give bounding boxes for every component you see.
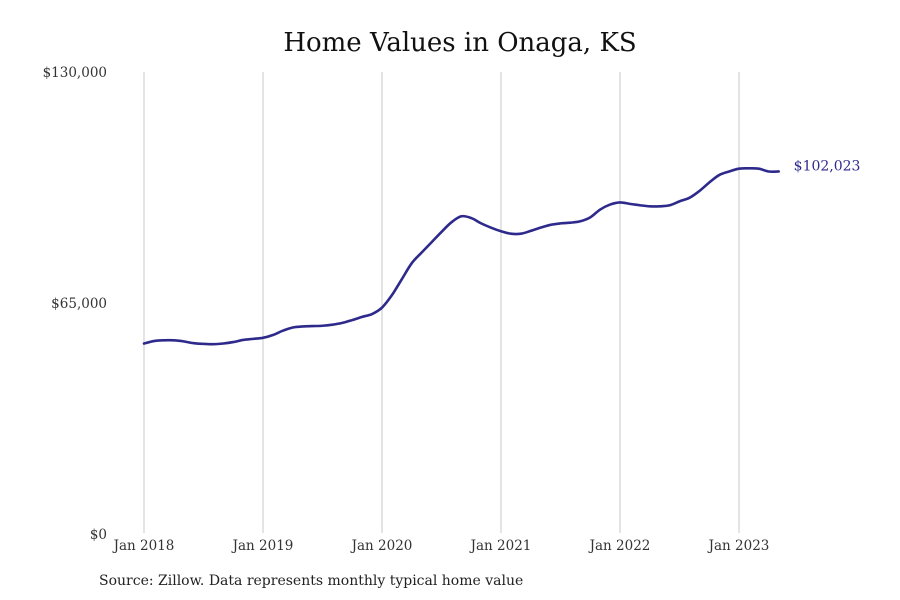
y-tick-label: $130,000 bbox=[43, 65, 107, 81]
last-value-label: $102,023 bbox=[794, 158, 861, 174]
x-tick-label: Jan 2023 bbox=[707, 538, 770, 554]
y-tick-label: $65,000 bbox=[51, 296, 107, 312]
x-tick-label: Jan 2022 bbox=[588, 538, 651, 554]
source-note: Source: Zillow. Data represents monthly … bbox=[99, 573, 523, 589]
x-tick-label: Jan 2019 bbox=[231, 538, 294, 554]
series-layer bbox=[142, 166, 780, 346]
y-tick-label: $0 bbox=[90, 527, 107, 543]
x-tick-label: Jan 2020 bbox=[350, 538, 413, 554]
x-tick-label: Jan 2018 bbox=[112, 538, 175, 554]
chart-title: Home Values in Onaga, KS bbox=[283, 28, 636, 58]
vertical-gridlines bbox=[143, 72, 740, 533]
y-axis-ticks: $0 $65,000 $130,000 bbox=[43, 65, 107, 543]
x-axis-ticks: Jan 2018 Jan 2019 Jan 2020 Jan 2021 Jan 2022… bbox=[112, 538, 770, 554]
series-line bbox=[142, 166, 780, 346]
x-tick-label: Jan 2021 bbox=[469, 538, 532, 554]
